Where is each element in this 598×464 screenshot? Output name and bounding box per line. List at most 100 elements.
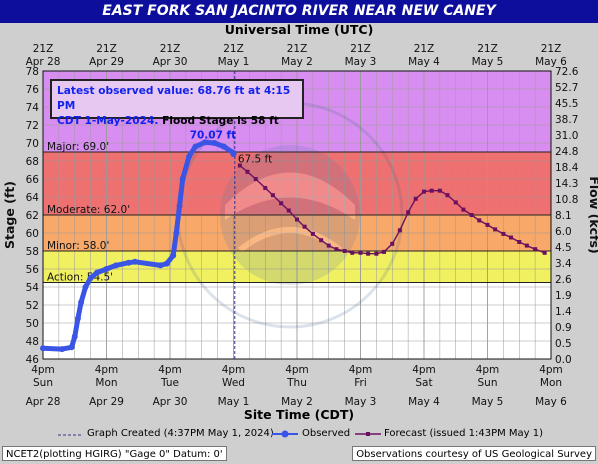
site-tick-date: May 5 — [472, 396, 504, 408]
forecast-point — [390, 241, 395, 246]
forecast-point — [326, 243, 331, 248]
utc-tick-date: Apr 29 — [89, 56, 124, 68]
y-tick-label: 78 — [26, 66, 39, 78]
site-tick-time: 4pm — [95, 364, 119, 376]
forecast-point — [508, 235, 513, 240]
flow-tick-label: 6.0 — [555, 226, 572, 238]
forecast-point — [517, 240, 522, 244]
flow-tick-label: 1.4 — [555, 306, 572, 318]
threshold-label-action: Action: 54.5' — [47, 272, 113, 284]
y-tick-label: 72 — [26, 120, 39, 132]
annotation-flood-stage: Flood Stage is 58 ft — [158, 115, 279, 127]
site-tick-time: 4pm — [222, 364, 246, 376]
forecast-point — [445, 193, 450, 198]
observed-point — [82, 284, 89, 290]
annotation-line1: Latest observed value: 68.76 ft at 4:15 … — [57, 85, 291, 112]
latest-value-annotation: Latest observed value: 68.76 ft at 4:15 … — [50, 79, 304, 127]
forecast-point — [413, 196, 418, 201]
observed-point — [87, 275, 94, 281]
utc-tick-hour: 21Z — [414, 43, 435, 55]
observed-point — [192, 143, 199, 150]
forecast-point — [374, 251, 379, 256]
y-tick-label: 76 — [26, 84, 40, 96]
y-tick-label: 74 — [26, 102, 40, 114]
y-tick-label: 64 — [26, 192, 40, 204]
utc-tick-date: May 6 — [535, 56, 567, 68]
threshold-label-major: Major: 69.0' — [47, 141, 109, 153]
flow-axis-title: Flow (kcfs) — [587, 176, 598, 253]
flow-tick-label: 8.1 — [555, 210, 572, 222]
utc-tick-date: May 1 — [218, 56, 250, 68]
forecast-point — [485, 222, 490, 227]
y-tick-label: 66 — [26, 174, 40, 186]
y-axis-title: Stage (ft) — [2, 181, 17, 249]
site-tick-time: 4pm — [158, 364, 182, 376]
forecast-point — [429, 188, 434, 193]
flow-tick-label: 45.5 — [555, 98, 578, 110]
y-tick-label: 46 — [26, 354, 40, 366]
site-tick-day: Mon — [540, 377, 562, 389]
forecast-point — [245, 169, 250, 174]
y-tick-label: 52 — [26, 300, 39, 312]
forecast-point — [461, 207, 466, 212]
site-tick-date: May 3 — [345, 396, 377, 408]
utc-tick-date: May 2 — [281, 56, 313, 68]
flow-tick-label: 31.0 — [555, 130, 578, 142]
flow-tick-label: 4.5 — [555, 242, 572, 254]
flow-tick-label: 0.0 — [555, 354, 572, 366]
site-tick-day: Sat — [415, 377, 432, 389]
forecast-legend-icon — [355, 432, 381, 436]
footer: NCET2(plotting HGIRG) "Gage 0" Datum: 0'… — [0, 444, 598, 464]
observed-point — [176, 203, 183, 209]
forecast-point — [334, 247, 339, 252]
observed-point — [132, 258, 139, 265]
forecast-point — [422, 189, 426, 194]
legend-forecast: Forecast (issued 1:43PM May 1) — [384, 428, 544, 439]
forecast-point — [524, 243, 529, 248]
utc-tick-hour: 21Z — [33, 43, 54, 55]
site-tick-date: Apr 30 — [153, 396, 188, 408]
forecast-point — [437, 188, 442, 193]
plot-frame — [42, 70, 552, 360]
chart-title: EAST FORK SAN JACINTO RIVER NEAR NEW CAN… — [0, 0, 598, 23]
legend: Graph Created (4:37PM May 1, 2024) Obser… — [0, 428, 598, 442]
site-tick-day: Mon — [95, 377, 117, 389]
observed-point — [93, 269, 100, 276]
forecast-point — [453, 200, 458, 205]
site-tick-time: 4pm — [31, 364, 55, 376]
utc-tick-hour: 21Z — [160, 43, 181, 55]
flow-tick-label: 3.4 — [555, 258, 572, 270]
site-tick-time: 4pm — [476, 364, 500, 376]
forecast-point — [342, 249, 347, 253]
observed-point — [71, 333, 78, 340]
peak-label: 70.07 ft — [190, 129, 236, 141]
y-tick-label: 48 — [26, 336, 39, 348]
observed-point — [103, 266, 110, 272]
forecast-point — [310, 231, 315, 236]
flow-tick-label: 10.8 — [555, 194, 578, 206]
utc-tick-hour: 21Z — [350, 43, 371, 55]
y-tick-label: 68 — [26, 156, 39, 168]
utc-tick-date: Apr 28 — [26, 56, 61, 68]
forecast-point — [477, 218, 482, 223]
utc-tick-hour: 21Z — [477, 43, 498, 55]
forecast-point — [406, 210, 411, 215]
forecast-point — [493, 227, 498, 232]
site-tick-date: May 1 — [218, 396, 250, 408]
site-tick-date: May 2 — [281, 396, 313, 408]
threshold-label-minor: Minor: 58.0' — [47, 240, 109, 252]
forecast-point — [469, 213, 474, 217]
legend-graph-created: Graph Created (4:37PM May 1, 2024) — [87, 428, 274, 439]
observed-point — [78, 299, 85, 306]
site-tick-date: Apr 29 — [89, 396, 124, 408]
flow-tick-label: 72.6 — [555, 66, 579, 78]
site-tick-day: Thu — [286, 377, 307, 389]
site-axis-title: Site Time (CDT) — [243, 407, 355, 422]
utc-tick-hour: 21Z — [96, 43, 117, 55]
forecast-point — [302, 224, 307, 229]
y-tick-label: 56 — [26, 264, 40, 276]
y-tick-label: 60 — [26, 228, 39, 240]
observed-point — [220, 143, 227, 150]
utc-tick-hour: 21Z — [541, 43, 562, 55]
flow-tick-label: 0.9 — [555, 322, 572, 334]
